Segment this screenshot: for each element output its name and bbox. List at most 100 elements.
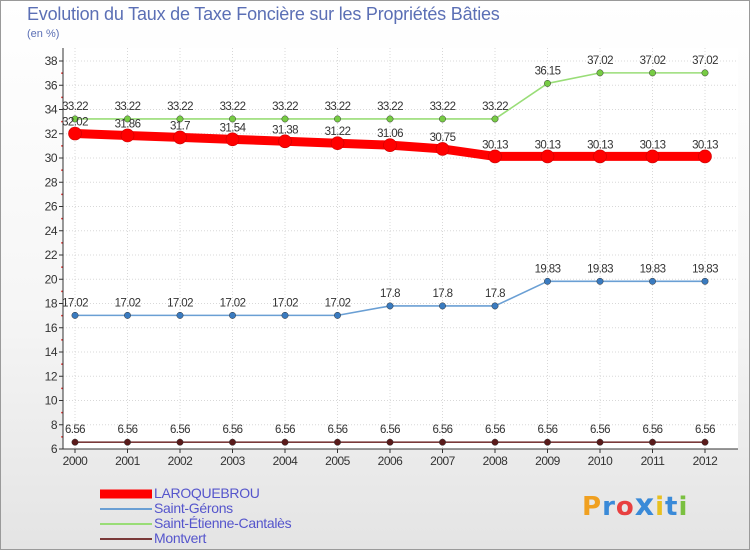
data-point-montvert — [596, 438, 604, 446]
data-point-saint-etienne-cantales — [71, 115, 79, 123]
data-point-saint-etienne-cantales — [544, 79, 551, 87]
y-minor-mark — [61, 241, 63, 244]
data-point-laroquebrou — [68, 126, 82, 141]
data-label-montvert: 6.56 — [275, 424, 295, 436]
y-tick-label: 36 — [45, 78, 58, 92]
x-tick-label: 2004 — [273, 454, 299, 468]
data-point-laroquebrou — [698, 149, 712, 164]
data-label-montvert: 6.56 — [485, 424, 505, 436]
data-label-montvert: 6.56 — [380, 424, 400, 436]
y-tick-label: 32 — [45, 127, 58, 141]
grid-lines — [63, 48, 738, 450]
data-labels: 32.02 31.86 31.7 31.54 31.38 31.22 31.06 30.75 3… — [62, 55, 719, 436]
data-label-laroquebrou: 30.13 — [692, 139, 718, 151]
legend-item-saint-gerons[interactable]: Saint-Gérons — [100, 501, 360, 516]
data-point-laroquebrou — [435, 142, 450, 156]
data-point-laroquebrou — [488, 149, 502, 164]
chart-title: Evolution du Taux de Taxe Foncière sur l… — [27, 4, 500, 24]
data-point-montvert — [649, 438, 656, 446]
data-point-saint-gerons — [544, 277, 551, 285]
logo-letter: t — [665, 492, 679, 522]
plot-area — [63, 48, 738, 449]
x-tick-label: 2006 — [378, 454, 404, 468]
logo-letter: o — [615, 492, 635, 522]
data-point-montvert — [71, 438, 79, 446]
y-minor-mark — [61, 411, 63, 414]
data-label-montvert: 6.56 — [223, 424, 243, 436]
proxiti-logo[interactable]: Proxiti — [582, 488, 688, 523]
y-tick-label: 30 — [45, 151, 58, 165]
data-point-saint-gerons — [229, 311, 236, 319]
data-point-saint-etienne-cantales — [386, 115, 394, 123]
y-tick-label: 34 — [45, 103, 58, 117]
data-label-laroquebrou: 31.38 — [272, 124, 298, 136]
y-minor-mark — [61, 96, 63, 99]
x-tick-label: 2005 — [325, 454, 351, 468]
data-label-saint-etienne-cantales: 33.22 — [220, 101, 246, 113]
legend-item-montvert[interactable]: Montvert — [100, 531, 360, 546]
data-point-montvert — [491, 438, 499, 446]
logo-letter: r — [602, 492, 616, 522]
x-tick-label: 2012 — [693, 454, 719, 468]
x-tick-label: 2001 — [115, 454, 141, 468]
legend-item-laroquebrou[interactable]: LAROQUEBROU — [100, 486, 360, 501]
data-label-saint-etienne-cantales: 33.22 — [115, 101, 141, 113]
data-label-laroquebrou: 30.13 — [640, 139, 666, 151]
legend-swatch-saint-gerons — [100, 507, 152, 510]
data-point-saint-etienne-cantales — [334, 115, 341, 123]
x-tick-label: 2002 — [168, 454, 194, 468]
data-point-saint-etienne-cantales — [281, 115, 289, 123]
y-tick-label: 12 — [45, 369, 58, 383]
y-minor-mark — [61, 266, 63, 269]
data-point-montvert — [386, 438, 394, 446]
y-tick-label: 28 — [45, 175, 58, 189]
data-label-saint-gerons: 17.02 — [325, 297, 351, 309]
data-label-montvert: 6.56 — [695, 424, 715, 436]
y-minor-mark — [61, 314, 63, 317]
legend-label-saint-etienne-cantales: Saint-Étienne-Cantalès — [154, 515, 292, 531]
legend-label-laroquebrou: LAROQUEBROU — [154, 485, 260, 501]
data-point-saint-etienne-cantales — [649, 69, 656, 77]
data-label-saint-etienne-cantales: 37.02 — [587, 55, 613, 67]
legend-item-saint-etienne-cantales[interactable]: Saint-Étienne-Cantalès — [100, 516, 360, 531]
data-label-saint-etienne-cantales: 33.22 — [272, 101, 298, 113]
data-point-montvert — [544, 438, 551, 446]
y-tick-label: 24 — [45, 224, 58, 238]
data-label-laroquebrou: 31.54 — [220, 122, 247, 134]
data-point-saint-gerons — [386, 302, 394, 310]
data-point-laroquebrou — [173, 130, 187, 145]
data-point-saint-gerons — [334, 311, 341, 319]
data-point-saint-gerons — [176, 311, 184, 319]
logo-letter: x — [634, 488, 656, 523]
data-point-saint-etienne-cantales — [176, 115, 184, 123]
data-label-laroquebrou: 30.13 — [482, 139, 508, 151]
data-label-saint-etienne-cantales: 33.22 — [325, 101, 351, 113]
data-point-montvert — [334, 438, 341, 446]
data-label-saint-gerons: 17.8 — [380, 288, 400, 300]
data-label-saint-gerons: 17.02 — [115, 297, 141, 309]
y-tick-label: 26 — [45, 200, 58, 214]
y-minor-mark — [61, 290, 63, 293]
data-label-laroquebrou: 31.06 — [377, 128, 403, 140]
logo-letter: i — [655, 492, 666, 522]
data-label-laroquebrou: 30.75 — [430, 132, 456, 144]
y-minor-mark — [61, 120, 63, 123]
x-tick-label: 2003 — [220, 454, 246, 468]
y-tick-label: 38 — [45, 54, 58, 68]
data-label-saint-etienne-cantales: 33.22 — [62, 101, 88, 113]
data-label-saint-etienne-cantales: 33.22 — [167, 101, 193, 113]
data-label-laroquebrou: 31.86 — [115, 118, 141, 130]
data-label-saint-gerons: 19.83 — [692, 263, 718, 275]
legend-label-saint-gerons: Saint-Gérons — [154, 500, 233, 516]
data-point-montvert — [176, 438, 184, 446]
data-label-saint-etienne-cantales: 37.02 — [692, 55, 718, 67]
data-point-saint-etienne-cantales — [229, 115, 236, 123]
data-point-saint-etienne-cantales — [491, 115, 499, 123]
data-label-montvert: 6.56 — [118, 424, 138, 436]
data-label-laroquebrou: 31.7 — [170, 120, 190, 132]
data-point-saint-etienne-cantales — [701, 69, 709, 77]
data-point-saint-gerons — [124, 311, 131, 319]
data-label-saint-etienne-cantales: 33.22 — [482, 101, 508, 113]
y-minor-mark — [61, 144, 63, 147]
data-label-saint-gerons: 19.83 — [587, 263, 613, 275]
